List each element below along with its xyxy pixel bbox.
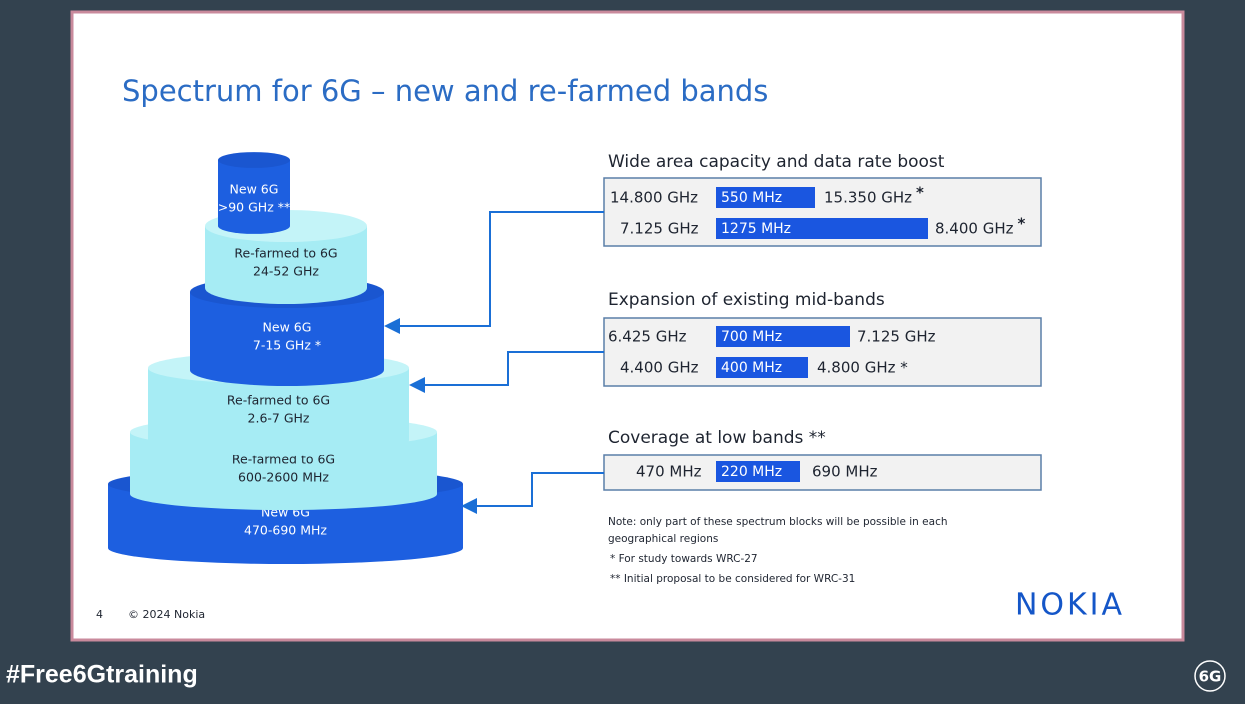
slide-screenshot: Spectrum for 6G – new and re-farmed band…: [0, 0, 1245, 700]
hashtag: #Free6Gtraining: [6, 661, 198, 689]
tier-label: 2.6-7 GHz: [248, 411, 310, 426]
note: Note: only part of these spectrum blocks…: [608, 516, 948, 528]
panel-heading: Coverage at low bands **: [608, 428, 826, 448]
band-end: 8.400 GHz: [935, 220, 1014, 238]
note: geographical regions: [608, 533, 718, 545]
band-width: 1275 MHz: [721, 221, 791, 237]
copyright: © 2024 Nokia: [128, 608, 205, 621]
band-end: 7.125 GHz: [857, 328, 936, 346]
tier-top: [218, 152, 290, 168]
band-width: 700 MHz: [721, 329, 782, 345]
tier-label: >90 GHz **: [218, 200, 290, 215]
band-start: 7.125 GHz: [620, 220, 699, 238]
tier-label: Re-farmed to 6G: [227, 393, 330, 408]
band-mark: *: [916, 184, 924, 202]
tier-label: 600-2600 MHz: [238, 470, 329, 485]
page: {"title": "Spectrum for 6G – new and re-…: [0, 0, 1245, 700]
tier-label: New 6G: [230, 182, 279, 197]
badge: 6G: [1199, 668, 1222, 686]
note: * For study towards WRC-27: [610, 553, 758, 565]
band-width: 400 MHz: [721, 360, 782, 376]
band-start: 14.800 GHz: [610, 189, 698, 207]
band-width: 220 MHz: [721, 464, 782, 480]
tier-label: 470-690 MHz: [244, 523, 327, 538]
band-width: 550 MHz: [721, 190, 782, 206]
tier-label: New 6G: [263, 320, 312, 335]
band-start: 6.425 GHz: [608, 328, 687, 346]
tier-label: 24-52 GHz: [253, 264, 319, 279]
band-end: 690 MHz: [812, 463, 878, 481]
panel-heading: Wide area capacity and data rate boost: [608, 152, 945, 172]
tier-label: Re-farmed to 6G: [234, 246, 337, 261]
panel-heading: Expansion of existing mid-bands: [608, 290, 885, 310]
band-mark: *: [1018, 215, 1026, 233]
nokia-logo: NOKIA: [1015, 588, 1125, 623]
band-end: 4.800 GHz *: [817, 359, 908, 377]
band-start: 470 MHz: [636, 463, 702, 481]
band-end: 15.350 GHz: [824, 189, 912, 207]
page-number: 4: [96, 608, 103, 621]
band-start: 4.400 GHz: [620, 359, 699, 377]
slide-title: Spectrum for 6G – new and re-farmed band…: [122, 74, 768, 108]
tier-label: 7-15 GHz *: [253, 338, 321, 353]
note: ** Initial proposal to be considered for…: [610, 573, 855, 585]
